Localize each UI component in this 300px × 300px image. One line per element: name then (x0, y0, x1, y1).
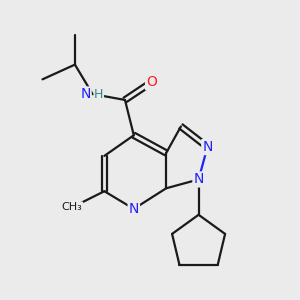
Text: N: N (81, 87, 91, 101)
Text: N: N (194, 172, 204, 186)
Text: H: H (94, 88, 104, 100)
Text: N: N (202, 140, 213, 154)
Text: CH₃: CH₃ (61, 202, 82, 212)
Text: N: N (129, 202, 139, 216)
Text: O: O (146, 75, 157, 89)
